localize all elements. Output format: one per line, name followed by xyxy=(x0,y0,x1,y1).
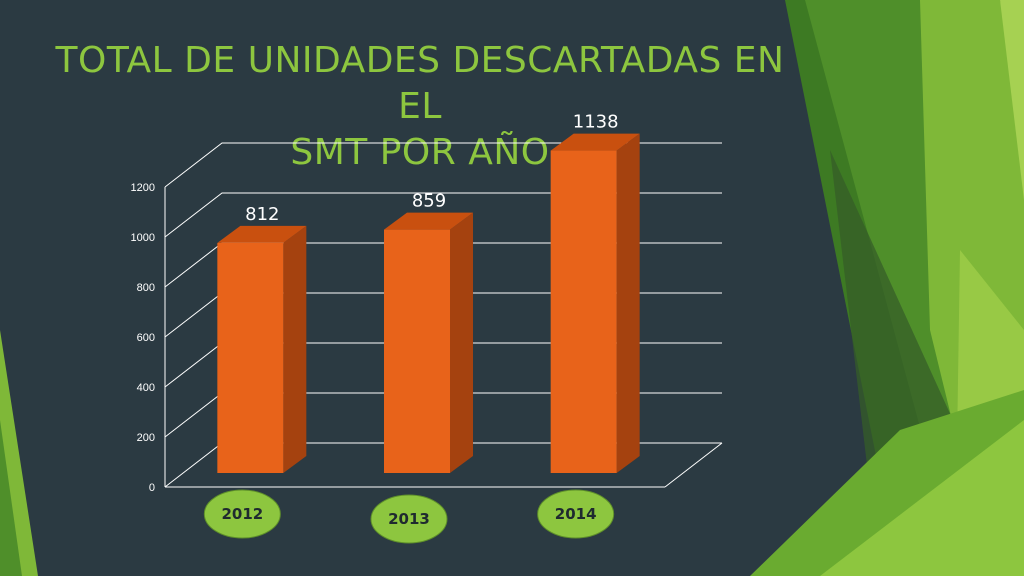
slide-title: TOTAL DE UNIDADES DESCARTADAS EN EL SMT … xyxy=(40,38,800,176)
y-axis-tick-labels: 0 200 400 600 800 1000 1200 xyxy=(131,182,155,494)
bar xyxy=(217,242,284,473)
bar-side xyxy=(616,133,640,474)
chart-bars xyxy=(217,133,640,474)
gridline xyxy=(164,142,722,188)
x-axis-categories: 2012 2013 2014 xyxy=(203,489,615,544)
decor-facet xyxy=(820,420,1024,576)
y-tick-label: 1000 xyxy=(131,232,155,244)
y-tick-label: 600 xyxy=(137,332,155,344)
bar-top xyxy=(384,212,473,230)
data-label: 859 xyxy=(412,191,446,212)
slide-title-line2: SMT POR AÑO xyxy=(290,132,550,173)
slide-title-line1: TOTAL DE UNIDADES DESCARTADAS EN EL xyxy=(55,40,785,127)
x-category-label: 2012 xyxy=(221,505,263,523)
y-tick-label: 1200 xyxy=(131,182,155,194)
bar xyxy=(384,229,450,473)
data-labels: 812 859 1138 xyxy=(245,112,618,225)
bar-top xyxy=(217,225,307,243)
floor-right-edge xyxy=(664,442,723,488)
decor-facet xyxy=(1000,0,1024,200)
y-tick-label: 400 xyxy=(137,382,155,394)
y-tick-label: 0 xyxy=(149,482,155,494)
data-label: 812 xyxy=(245,204,279,225)
y-tick-label: 800 xyxy=(137,282,155,294)
bar-side xyxy=(450,212,473,473)
bar xyxy=(550,150,617,474)
bar-side xyxy=(283,225,307,473)
x-category-label: 2014 xyxy=(555,505,597,523)
category-ellipse xyxy=(370,494,448,544)
y-tick-label: 200 xyxy=(137,432,155,444)
bar-top xyxy=(550,133,640,151)
category-ellipse xyxy=(537,489,615,539)
data-label: 1138 xyxy=(573,112,619,133)
decor-facet xyxy=(0,420,22,576)
category-ellipse xyxy=(203,489,281,539)
x-category-label: 2013 xyxy=(388,510,430,528)
